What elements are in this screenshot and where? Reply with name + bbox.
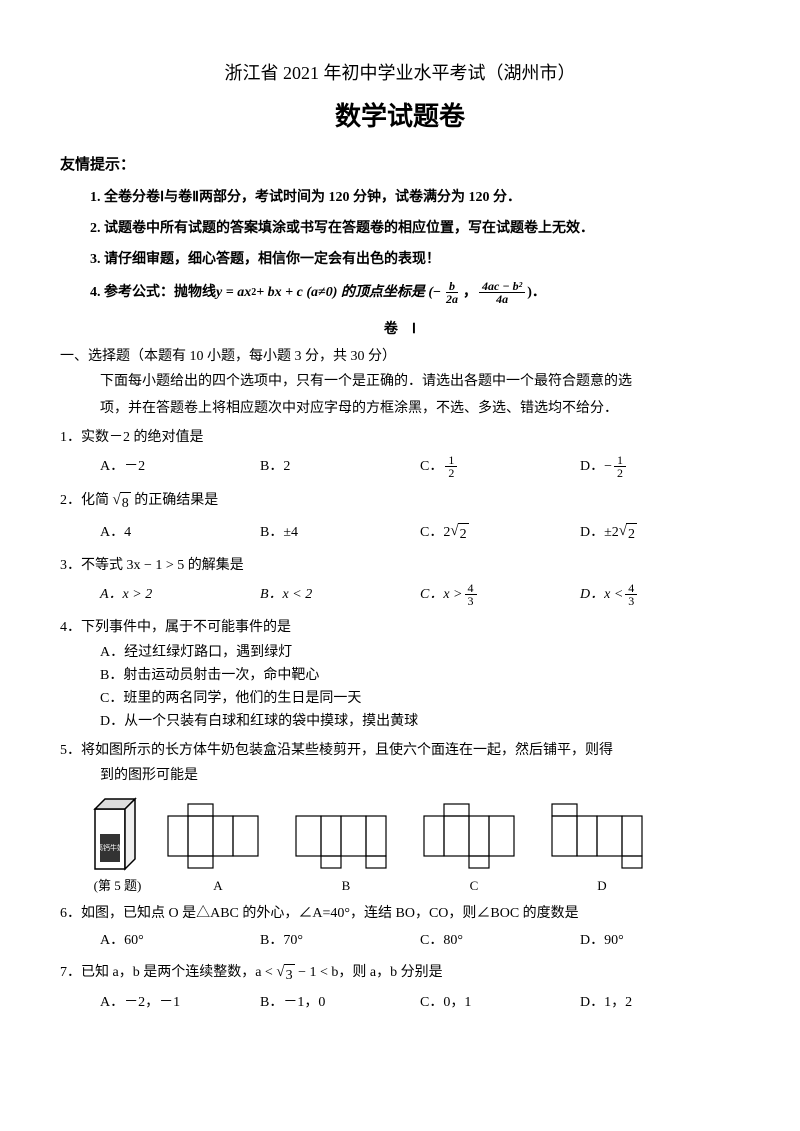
exam-subject-title: 数学试题卷: [60, 97, 740, 136]
option-a: A．－2: [100, 454, 260, 479]
tip-item: 3. 请仔细审题，细心答题，相信你一定会有出色的表现！: [90, 249, 740, 270]
section-instruction: 项，并在答题卷上将相应题次中对应字母的方框涂黑，不选、多选、错选均不给分．: [60, 398, 740, 419]
question-7: 7．已知 a，b 是两个连续整数，a < √3 − 1 < b，则 a，b 分别…: [60, 961, 740, 986]
question-5: 5．将如图所示的长方体牛奶包装盒沿某些棱剪开，且使六个面连在一起，然后铺平，则得: [60, 740, 740, 761]
option-c: C．x > 43: [420, 582, 580, 607]
option-a: A．60°: [100, 930, 260, 951]
option-d: D．1，2: [580, 992, 740, 1013]
net-option-a: A: [163, 799, 273, 896]
section-roman: 卷 Ⅰ: [60, 319, 740, 340]
option-a: A．x > 2: [100, 582, 260, 607]
question-6: 6．如图，已知点 O 是△ABC 的外心，∠A=40°，连结 BO，CO，则∠B…: [60, 903, 740, 924]
net-option-d: D: [547, 799, 657, 896]
question-4: 4．下列事件中，属于不可能事件的是: [60, 617, 740, 638]
q1-options: A．－2 B．2 C．12 D．−12: [60, 454, 740, 479]
option-c: C．0，1: [420, 992, 580, 1013]
option-a: A．经过红绿灯路口，遇到绿灯: [100, 642, 740, 663]
tips-block: 1. 全卷分卷Ⅰ与卷Ⅱ两部分，考试时间为 120 分钟，试卷满分为 120 分．…: [60, 187, 740, 305]
q4-options: A．经过红绿灯路口，遇到绿灯 B．射击运动员射击一次，命中靶心 C．班里的两名同…: [60, 642, 740, 732]
exam-region-title: 浙江省 2021 年初中学业水平考试（湖州市）: [60, 60, 740, 87]
q3-options: A．x > 2 B．x < 2 C．x > 43 D．x < 43: [60, 582, 740, 607]
question-3: 3．不等式 3x − 1 > 5 的解集是: [60, 555, 740, 576]
milk-box-figure: 高钙牛奶 (第 5 题): [90, 794, 145, 896]
svg-text:高钙牛奶: 高钙牛奶: [96, 843, 124, 852]
option-b: B．x < 2: [260, 582, 420, 607]
option-d: D．±2√2: [580, 520, 740, 545]
option-c: C．2√2: [420, 520, 580, 545]
question-5-cont: 到的图形可能是: [60, 765, 740, 786]
option-d: D．从一个只装有白球和红球的袋中摸球，摸出黄球: [100, 711, 740, 732]
section-instruction: 下面每小题给出的四个选项中，只有一个是正确的．请选出各题中一个最符合题意的选: [60, 371, 740, 392]
option-b: B．±4: [260, 520, 420, 545]
question-1: 1．实数－2 的绝对值是: [60, 427, 740, 448]
question-2: 2．化简 √8 的正确结果是: [60, 489, 740, 514]
q6-options: A．60° B．70° C．80° D．90°: [60, 930, 740, 951]
q2-options: A．4 B．±4 C．2√2 D．±2√2: [60, 520, 740, 545]
q5-figures: 高钙牛奶 (第 5 题) A: [60, 794, 740, 896]
option-a: A．4: [100, 520, 260, 545]
option-b: B．70°: [260, 930, 420, 951]
tips-heading: 友情提示：: [60, 154, 740, 177]
option-a: A．－2，－1: [100, 992, 260, 1013]
tip-formula: 4. 参考公式：抛物线 y = ax2 + bx + c (a≠0) 的顶点坐标…: [90, 280, 740, 305]
option-b: B．2: [260, 454, 420, 479]
option-b: B．射击运动员射击一次，命中靶心: [100, 665, 740, 686]
net-option-c: C: [419, 799, 529, 896]
tip-item: 1. 全卷分卷Ⅰ与卷Ⅱ两部分，考试时间为 120 分钟，试卷满分为 120 分．: [90, 187, 740, 208]
option-d: D．90°: [580, 930, 740, 951]
net-option-b: B: [291, 799, 401, 896]
option-d: D．x < 43: [580, 582, 740, 607]
option-c: C．班里的两名同学，他们的生日是同一天: [100, 688, 740, 709]
option-c: C．12: [420, 454, 580, 479]
option-c: C．80°: [420, 930, 580, 951]
q7-options: A．－2，－1 B．－1，0 C．0，1 D．1，2: [60, 992, 740, 1013]
option-b: B．－1，0: [260, 992, 420, 1013]
section-heading: 一、选择题（本题有 10 小题，每小题 3 分，共 30 分）: [60, 346, 740, 367]
option-d: D．−12: [580, 454, 740, 479]
tip-item: 2. 试题卷中所有试题的答案填涂或书写在答题卷的相应位置，写在试题卷上无效．: [90, 218, 740, 239]
